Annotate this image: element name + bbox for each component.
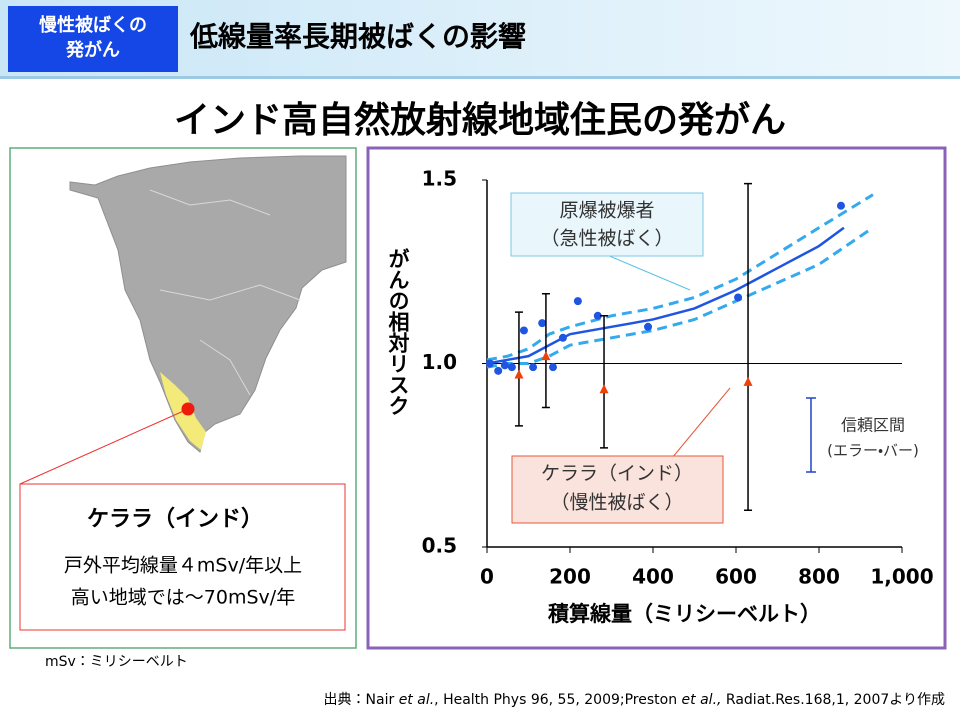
y-tick-label: 1.5 [422,167,457,191]
point [548,363,557,372]
x-tick-label: 600 [715,565,757,589]
map-pointer [19,408,189,485]
point [529,363,538,372]
errorbar-legend-mark [806,397,816,473]
header-badge [8,6,178,72]
kerala-title: ケララ（インド） [87,507,263,532]
callout-line [671,387,731,459]
y-tick-label: 1.0 [422,350,457,374]
legend-name: ケララ（インド） [541,463,693,485]
point [507,363,516,372]
legend-note: （慢性被ばく） [550,492,683,514]
footnote: mSv：ミリシーベルト [45,654,188,670]
x-tick-label: 0 [480,565,494,589]
point [573,297,582,306]
x-axis-label: 積算線量（ミリシーベルト） [548,602,821,626]
point [500,361,509,370]
errorbar-legend: 信頼区間 [841,416,905,435]
callout-box [510,192,704,257]
badge-text: 慢性被ばくの [38,14,147,36]
kerala-text: 戸外平均線量４mSv/年以上 [64,555,302,577]
fit-line [486,226,845,365]
source: 出典：Nair et al., Health Phys 96, 55, 2009… [324,692,945,708]
ci-lower [486,226,874,369]
x-tick-label: 1,000 [870,565,933,589]
point [593,311,602,320]
point [734,293,743,302]
header-rule [0,76,960,79]
point-triangle [599,384,609,394]
header-title: 低線量率長期被ばくの影響 [189,20,526,53]
callout-line [599,251,691,291]
errorbar-legend: (エラー・バー) [827,442,919,460]
source-part: et al., [682,692,722,708]
source-part: Radiat.Res.168,1, 2007より作成 [721,692,945,708]
ci-upper [486,193,874,362]
error-bar [541,293,550,409]
kerala-box [19,483,346,631]
x-tick-label: 200 [549,565,591,589]
point-triangle [541,351,551,361]
badge-text: 発がん [65,39,120,61]
callout-box [511,455,724,524]
point [644,322,653,331]
x-tick-label: 800 [798,565,840,589]
legend-note: （急性被ばく） [540,228,673,250]
point [538,319,547,328]
map-kerala-dot [181,402,195,416]
error-bar [514,311,523,427]
point-triangle [743,376,753,386]
x-tick-label: 400 [632,565,674,589]
source-part: , Health Phys 96, 55, 2009;Preston [434,692,681,708]
source-part: et al. [399,692,434,708]
point-triangle [514,369,524,379]
point [558,333,567,342]
y-axis-label: がんの相対リスク [386,247,410,416]
map-india [69,155,347,453]
error-bar [600,315,609,449]
main-title: インド高自然放射線地域住民の発がん [174,99,786,141]
point [494,366,503,375]
map-borders [149,189,301,396]
error-bar [744,182,753,512]
legend-name: 原爆被爆者 [559,200,654,222]
point [485,359,494,368]
source-part: 出典：Nair [324,692,399,708]
point [519,326,528,335]
point [836,201,845,210]
y-tick-label: 0.5 [422,534,457,558]
kerala-text: 高い地域では～70mSv/年 [71,587,295,609]
